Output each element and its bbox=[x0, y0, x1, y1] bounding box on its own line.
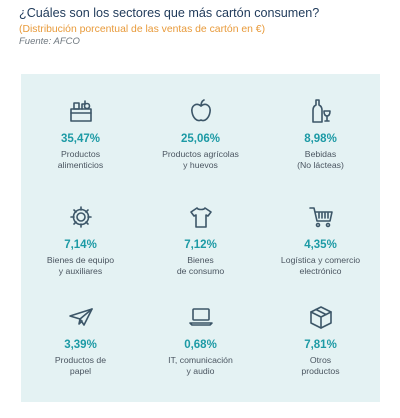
sector-cell-other: 7,81% Otros productos bbox=[261, 302, 380, 377]
category-label: Productos agrícolas y huevos bbox=[162, 149, 239, 170]
sector-cell-equipment: 7,14% Bienes de equipo y auxiliares bbox=[21, 202, 140, 277]
shopping-cart-icon bbox=[261, 202, 380, 232]
tshirt-icon bbox=[141, 202, 260, 232]
value-label: 7,81% bbox=[304, 339, 337, 351]
sector-cell-it: 0,68% IT, comunicación y audio bbox=[141, 302, 260, 377]
value-label: 3,39% bbox=[64, 339, 97, 351]
value-label: 35,47% bbox=[60, 133, 100, 145]
sector-grid-panel: 35,47% Productos alimenticios 25,06% Pro… bbox=[21, 74, 380, 402]
paper-plane-icon bbox=[21, 302, 140, 332]
sector-cell-agriculture: 25,06% Productos agrícolas y huevos bbox=[141, 96, 260, 171]
category-label: Bienes de equipo y auxiliares bbox=[46, 255, 115, 276]
value-label: 25,06% bbox=[180, 133, 220, 145]
laptop-icon bbox=[141, 302, 260, 332]
sector-cell-consumer-goods: 7,12% Bienes de consumo bbox=[141, 202, 260, 277]
value-label: 0,68% bbox=[184, 339, 217, 351]
chart-header: ¿Cuáles son los sectores que más cartón … bbox=[19, 6, 389, 48]
category-label: Productos de papel bbox=[54, 355, 107, 376]
value-label: 8,98% bbox=[304, 133, 337, 145]
bottle-glass-icon bbox=[261, 96, 380, 126]
category-label: Logística y comercio electrónico bbox=[280, 255, 361, 276]
box-icon bbox=[261, 302, 380, 332]
sector-cell-paper-products: 3,39% Productos de papel bbox=[21, 302, 140, 377]
gear-icon bbox=[21, 202, 140, 232]
category-label: Productos alimenticios bbox=[57, 149, 104, 170]
category-label: Bebidas (No lácteas) bbox=[297, 149, 344, 170]
value-label: 7,12% bbox=[184, 239, 217, 251]
value-label: 7,14% bbox=[64, 239, 97, 251]
apple-icon bbox=[141, 96, 260, 126]
category-label: IT, comunicación y audio bbox=[168, 355, 233, 376]
food-basket-icon bbox=[21, 96, 140, 126]
category-label: Otros productos bbox=[301, 355, 340, 376]
category-label: Bienes de consumo bbox=[176, 255, 225, 276]
chart-source: Fuente: AFCO bbox=[19, 36, 80, 47]
chart-title: ¿Cuáles son los sectores que más cartón … bbox=[19, 6, 320, 20]
sector-cell-logistics: 4,35% Logística y comercio electrónico bbox=[261, 202, 380, 277]
chart-subtitle: (Distribución porcentual de las ventas d… bbox=[19, 24, 266, 35]
sector-cell-food: 35,47% Productos alimenticios bbox=[21, 96, 140, 171]
sector-cell-beverages: 8,98% Bebidas (No lácteas) bbox=[261, 96, 380, 171]
value-label: 4,35% bbox=[304, 239, 337, 251]
